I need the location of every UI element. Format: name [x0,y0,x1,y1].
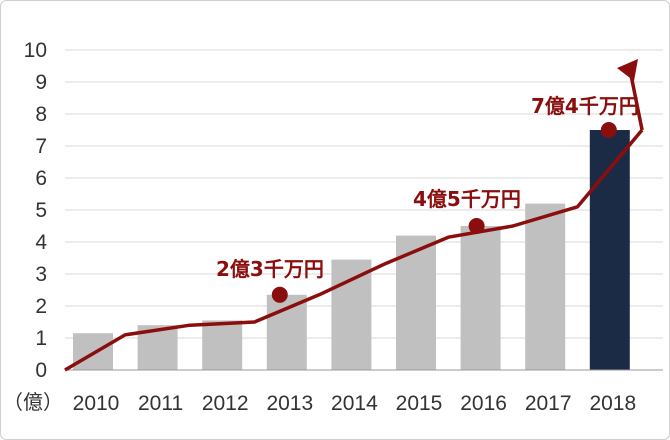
x-tick-label-2016: 2016 [460,392,507,415]
y-unit-label: （億） [3,390,63,414]
x-tick-label-2017: 2017 [525,392,572,415]
trend-arrow-shaft [628,69,644,131]
y-tick-label-3: 3 [35,263,47,286]
x-tick-label-2013: 2013 [266,392,313,415]
y-tick-label-1: 1 [35,327,47,350]
x-tick-label-2011: 2011 [138,392,183,415]
x-tick-label-2010: 2010 [73,392,120,415]
annotation-dot-2016 [468,218,485,234]
y-tick-label-0: 0 [35,359,47,382]
x-tick-label-2018: 2018 [589,392,636,415]
annotation-label-2016: 4億5千万円 [413,187,521,211]
y-tick-label-7: 7 [35,135,47,158]
bar-2017 [525,203,566,370]
bar-2010 [73,333,113,370]
x-tick-label-2012: 2012 [202,392,249,415]
bar-2014 [331,259,372,370]
annotation-dot-2013 [271,286,288,303]
x-tick-label-2015: 2015 [396,392,443,415]
annotation-label-2018: 7億4千万円 [531,94,639,118]
y-tick-label-8: 8 [35,103,47,126]
trend-arrow-head-icon [617,59,638,81]
y-tick-label-6: 6 [35,167,47,190]
y-tick-label-4: 4 [35,231,47,254]
y-tick-label-2: 2 [35,295,47,318]
trend-line [64,128,644,372]
bar-2016 [460,226,501,370]
x-tick-label-2014: 2014 [331,392,378,415]
y-tick-label-10: 10 [24,39,47,62]
y-tick-label-5: 5 [35,199,47,222]
annotation-label-2013: 2億3千万円 [216,257,324,281]
annotation-dot-2018 [600,122,617,138]
bar-2012 [202,320,243,370]
y-tick-label-9: 9 [35,71,47,94]
bar-2013 [266,294,307,370]
